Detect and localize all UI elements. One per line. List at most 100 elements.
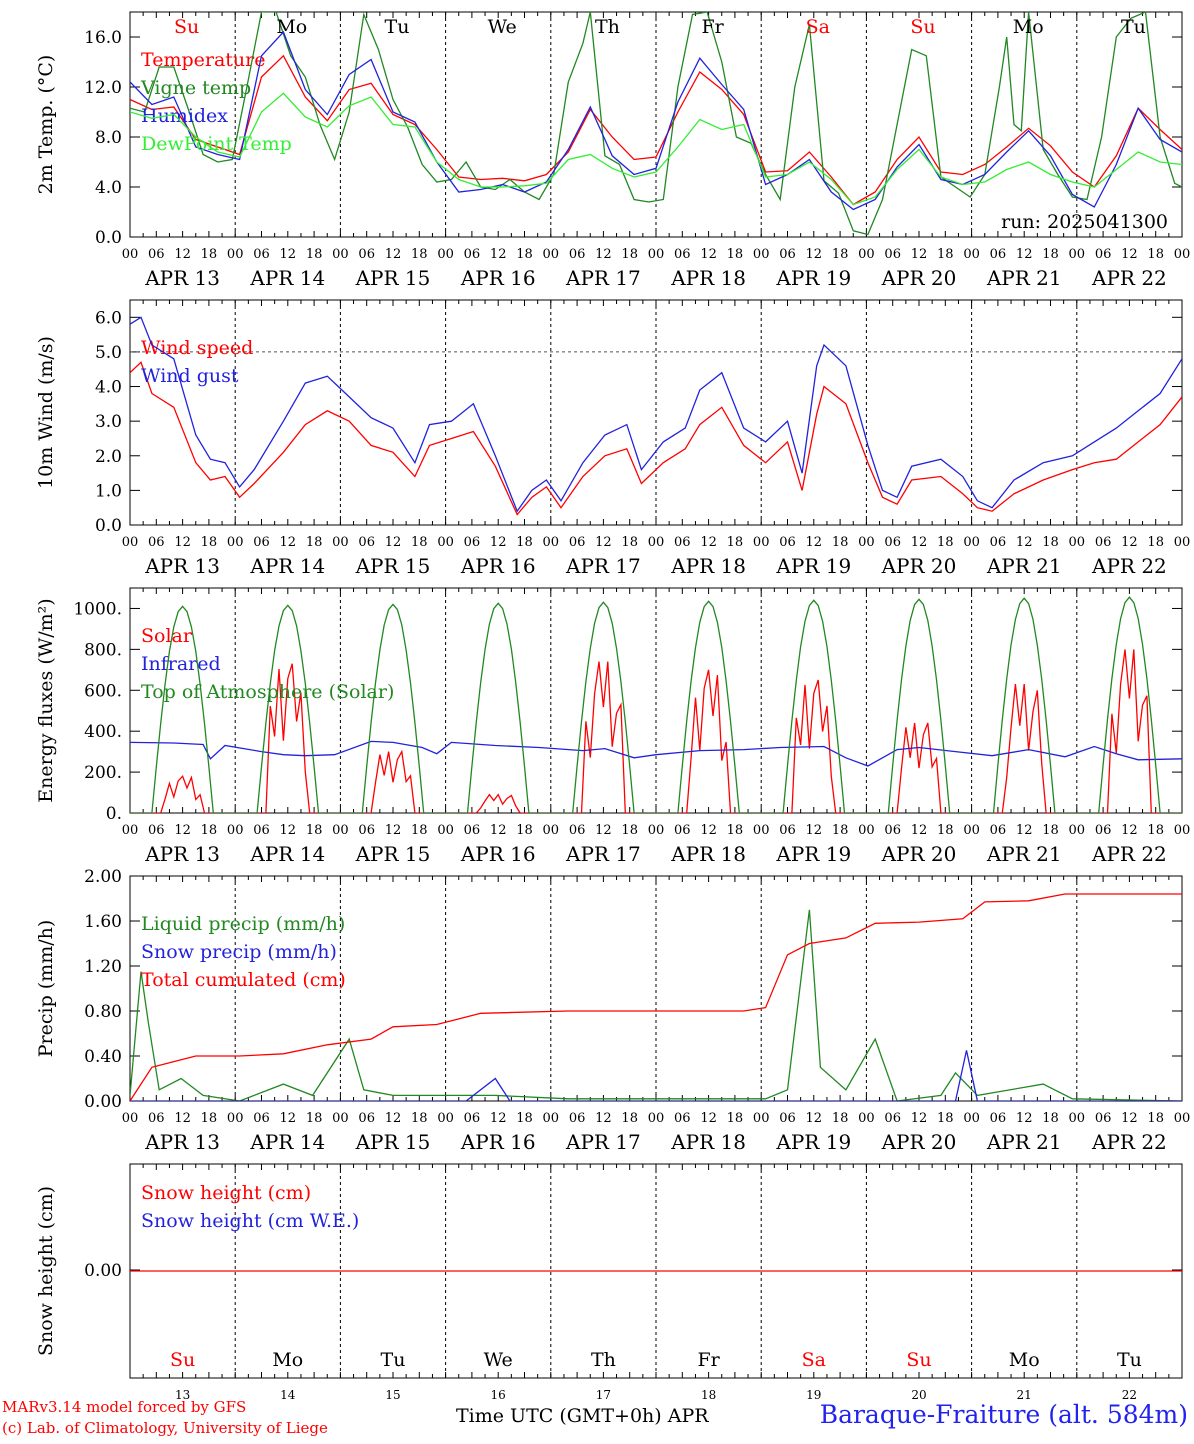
weekday-label: Tu bbox=[385, 16, 410, 38]
y-tick-label: 1.60 bbox=[84, 912, 122, 932]
legend-entry: Liquid precip (mm/h) bbox=[141, 913, 345, 935]
date-label: APR 13 bbox=[144, 842, 220, 866]
hour-tick-label: 18 bbox=[832, 823, 849, 838]
y-tick-label: 0.80 bbox=[84, 1002, 122, 1022]
y-axis-label: Precip (mm/h) bbox=[35, 920, 57, 1058]
hour-tick-label: 12 bbox=[490, 823, 507, 838]
y-tick-label: 800. bbox=[84, 640, 122, 660]
y-tick-label: 0.00 bbox=[84, 1092, 122, 1112]
weekday-label: Mo bbox=[276, 16, 307, 38]
hour-tick-label: 00 bbox=[1069, 823, 1086, 838]
series-line-infrared bbox=[130, 740, 1182, 767]
hour-tick-label: 12 bbox=[911, 535, 928, 550]
weekday-label: Sa bbox=[802, 1349, 826, 1371]
hour-tick-label: 12 bbox=[911, 1111, 928, 1126]
date-label: APR 20 bbox=[881, 554, 957, 578]
hour-tick-label: 18 bbox=[1147, 823, 1164, 838]
hour-tick-label: 12 bbox=[1121, 247, 1138, 262]
hour-tick-label: 06 bbox=[674, 1111, 691, 1126]
date-label: APR 17 bbox=[565, 842, 641, 866]
date-label: APR 15 bbox=[355, 554, 431, 578]
hour-tick-label: 12 bbox=[806, 1111, 823, 1126]
series-line-liquid-precip-mm-h- bbox=[130, 909, 1182, 1101]
hour-tick-label: 00 bbox=[332, 1111, 349, 1126]
hour-tick-label: 12 bbox=[280, 823, 297, 838]
hour-tick-label: 06 bbox=[148, 1111, 165, 1126]
date-label: APR 22 bbox=[1091, 554, 1167, 578]
weekday-label: Su bbox=[170, 1349, 195, 1371]
day-number-label: 16 bbox=[491, 1388, 506, 1402]
weekday-label: Tu bbox=[1117, 1349, 1142, 1371]
hour-tick-label: 18 bbox=[832, 535, 849, 550]
hour-tick-label: 18 bbox=[937, 535, 954, 550]
series-line-top-of-atmosphere-solar- bbox=[130, 596, 1182, 813]
hour-tick-label: 18 bbox=[411, 247, 428, 262]
hour-tick-label: 12 bbox=[595, 535, 612, 550]
hour-tick-label: 00 bbox=[1174, 1111, 1191, 1126]
hour-tick-label: 12 bbox=[1121, 1111, 1138, 1126]
hour-tick-label: 06 bbox=[464, 1111, 481, 1126]
legend-entry: Solar bbox=[141, 625, 193, 647]
series-line-dewpoint-temp bbox=[130, 92, 1182, 206]
hour-tick-label: 18 bbox=[201, 1111, 218, 1126]
time-axis-label: Time UTC (GMT+0h) APR bbox=[456, 1405, 709, 1427]
day-number-label: 20 bbox=[911, 1388, 926, 1402]
hour-tick-label: 00 bbox=[648, 247, 665, 262]
hour-tick-label: 06 bbox=[674, 535, 691, 550]
hour-tick-label: 06 bbox=[1095, 823, 1112, 838]
hour-tick-label: 00 bbox=[963, 247, 980, 262]
hour-tick-label: 18 bbox=[621, 1111, 638, 1126]
date-label: APR 14 bbox=[249, 554, 325, 578]
hour-tick-label: 06 bbox=[884, 823, 901, 838]
legend-entry: Temperature bbox=[141, 49, 265, 71]
series-line-total-cumulated-cm- bbox=[130, 893, 1182, 1101]
hour-tick-label: 06 bbox=[990, 247, 1007, 262]
hour-tick-label: 18 bbox=[516, 535, 533, 550]
hour-tick-label: 12 bbox=[280, 247, 297, 262]
hour-tick-label: 00 bbox=[753, 1111, 770, 1126]
hour-tick-label: 00 bbox=[648, 1111, 665, 1126]
y-tick-label: 1.20 bbox=[84, 957, 122, 977]
series-line-humidex bbox=[130, 30, 1182, 211]
weekday-label: Sa bbox=[806, 16, 830, 38]
hour-tick-label: 12 bbox=[490, 535, 507, 550]
hour-tick-label: 18 bbox=[621, 535, 638, 550]
hour-tick-label: 18 bbox=[1147, 1111, 1164, 1126]
y-axis-label: Energy fluxes (W/m²) bbox=[35, 598, 57, 802]
hour-tick-label: 00 bbox=[858, 535, 875, 550]
date-label: APR 15 bbox=[355, 1130, 431, 1154]
hour-tick-label: 18 bbox=[727, 823, 744, 838]
hour-tick-label: 06 bbox=[779, 535, 796, 550]
hour-tick-label: 12 bbox=[1016, 1111, 1033, 1126]
weekday-label: Tu bbox=[1121, 16, 1146, 38]
date-label: APR 15 bbox=[355, 842, 431, 866]
day-number-label: 22 bbox=[1122, 1388, 1137, 1402]
hour-tick-label: 06 bbox=[358, 1111, 375, 1126]
hour-tick-label: 06 bbox=[884, 247, 901, 262]
weekday-label: Mo bbox=[272, 1349, 303, 1371]
hour-tick-label: 00 bbox=[648, 823, 665, 838]
hour-tick-label: 18 bbox=[516, 247, 533, 262]
day-number-label: 21 bbox=[1017, 1388, 1032, 1402]
legend-entry: Vigne temp bbox=[140, 77, 251, 99]
hour-tick-label: 12 bbox=[700, 823, 717, 838]
hour-tick-label: 06 bbox=[1095, 247, 1112, 262]
hour-tick-label: 00 bbox=[1069, 1111, 1086, 1126]
hour-tick-label: 18 bbox=[201, 823, 218, 838]
day-number-label: 18 bbox=[701, 1388, 716, 1402]
hour-tick-label: 00 bbox=[1069, 247, 1086, 262]
date-label: APR 18 bbox=[670, 266, 746, 290]
hour-tick-label: 00 bbox=[543, 823, 560, 838]
weekday-label: We bbox=[488, 16, 517, 38]
hour-tick-label: 18 bbox=[1147, 247, 1164, 262]
hour-tick-label: 18 bbox=[306, 1111, 323, 1126]
hour-tick-label: 00 bbox=[753, 247, 770, 262]
hour-tick-label: 00 bbox=[858, 823, 875, 838]
date-label: APR 21 bbox=[986, 266, 1062, 290]
date-label: APR 18 bbox=[670, 1130, 746, 1154]
panel-5: 0.00 Snow height (cm) Snow height (cm) Snow… bbox=[35, 1163, 1183, 1379]
hour-tick-label: 00 bbox=[332, 247, 349, 262]
y-tick-label: 0.40 bbox=[84, 1047, 122, 1067]
legend-entry: Infrared bbox=[141, 653, 221, 675]
date-label: APR 13 bbox=[144, 266, 220, 290]
